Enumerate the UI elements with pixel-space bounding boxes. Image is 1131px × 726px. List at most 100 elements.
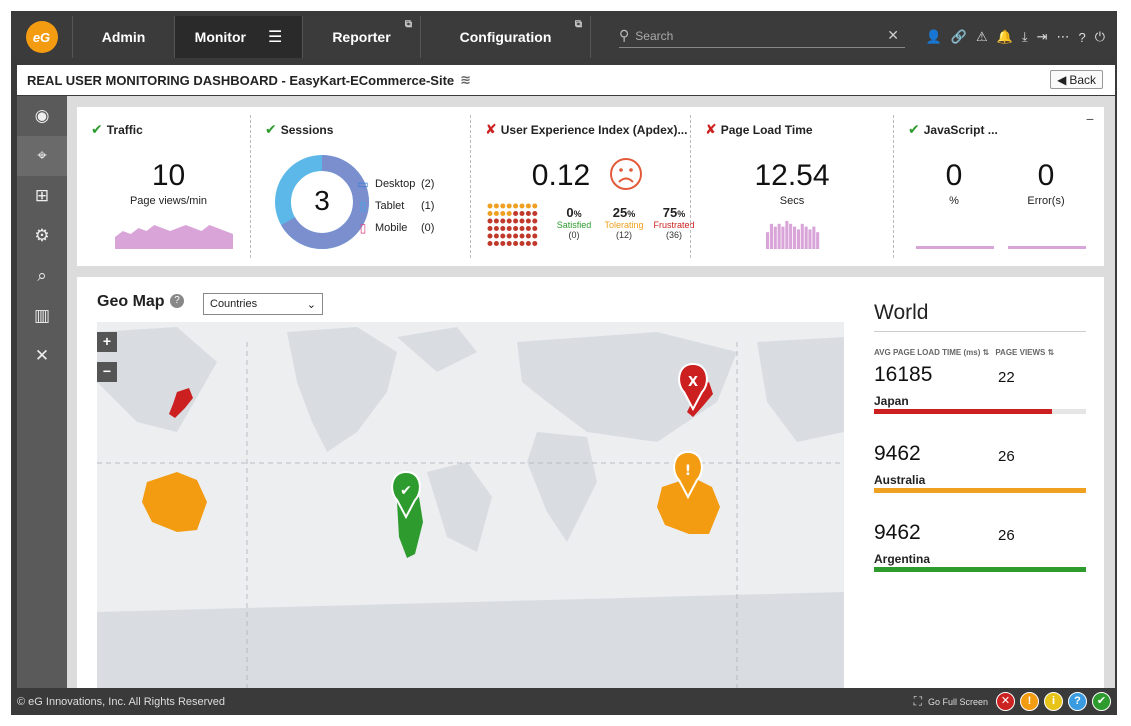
tab-reporter[interactable]: Reporter ⧉ (303, 16, 421, 58)
analytics-search-icon[interactable]: ⌕ (37, 266, 47, 285)
kpi-panel: − ✔ Traffic 10 Page views/min ✔ Sessions 3… (77, 107, 1104, 266)
apdex-dot (500, 211, 506, 216)
apdex-dot (519, 226, 525, 231)
critical-status-icon[interactable]: ✕ (996, 692, 1015, 711)
page-load-bars (766, 221, 820, 249)
kpi-traffic[interactable]: ✔ Traffic 10 Page views/min (77, 107, 250, 266)
logo[interactable]: eG (11, 16, 73, 58)
eg-logo-icon: eG (25, 21, 58, 53)
js-pct-spark (916, 246, 994, 249)
kpi-apdex[interactable]: ✘ User Experience Index (Apdex)... 0.12 0… (471, 107, 695, 266)
geo-title: Geo Map (97, 293, 165, 310)
power-icon[interactable]: ⏻ (1094, 29, 1105, 44)
bell-icon[interactable]: 🔔 (996, 29, 1013, 44)
alert-triangle-icon[interactable]: ⚠ (975, 29, 988, 44)
kpi-title: ✘ Page Load Time (705, 121, 813, 137)
topology-icon[interactable]: ⊞ (34, 186, 50, 205)
dashboard-header: REAL USER MONITORING DASHBOARD - EasyKar… (17, 65, 1115, 95)
more-icon[interactable]: ⋯ (1056, 29, 1070, 44)
close-icon[interactable]: ✕ (34, 346, 50, 365)
page-load-value: 12.54 (754, 159, 830, 192)
check-icon: ✔ (91, 121, 103, 137)
help-icon[interactable]: ? (1078, 29, 1086, 45)
traffic-value: 10 (151, 159, 186, 192)
tab-label: Admin (101, 29, 146, 45)
apdex-dot (493, 241, 499, 246)
load-bar (874, 409, 1086, 414)
apdex-dot (500, 226, 506, 231)
layers-icon[interactable]: ≋ (460, 72, 472, 87)
tab-admin[interactable]: Admin (73, 16, 175, 58)
country-name: Japan (874, 394, 909, 408)
clear-icon[interactable]: ✕ (887, 27, 899, 43)
col-page-views[interactable]: PAGE VIEWS ⇅ (995, 348, 1055, 357)
fullscreen-button[interactable]: ⛶ Go Full Screen (914, 694, 988, 709)
apdex-dot (500, 233, 506, 239)
country-row-australia[interactable]: 9462 26 Australia (874, 442, 1086, 515)
load-bar-fill (874, 567, 1086, 572)
zoom-out-button[interactable]: − (97, 362, 117, 382)
apdex-dot (500, 203, 506, 209)
country-row-argentina[interactable]: 9462 26 Argentina (874, 521, 1086, 594)
region-select[interactable]: Countries ⌄ (203, 293, 323, 315)
apdex-dot (519, 218, 525, 224)
collapse-icon[interactable]: − (1085, 111, 1094, 127)
device-tablet: ▯ Tablet (1) (355, 195, 435, 217)
apdex-dot (525, 211, 531, 216)
japan-marker[interactable]: X (678, 362, 708, 412)
apdex-dot (513, 211, 519, 216)
major-status-icon[interactable]: ! (1020, 692, 1039, 711)
search-input[interactable]: Search (635, 28, 674, 43)
user-icon[interactable]: 👤 (925, 29, 942, 44)
argentina-marker[interactable]: ✔ (391, 470, 421, 520)
load-time: 9462 (874, 521, 921, 544)
eye-icon[interactable]: ◉ (34, 106, 50, 125)
top-nav: eG Admin Monitor ☰ Reporter ⧉ Configuratio… (11, 16, 1115, 58)
menu-icon[interactable]: ☰ (267, 29, 283, 46)
australia-marker[interactable]: ! (673, 450, 703, 500)
js-error-pct: 0 (945, 159, 963, 192)
status-filters: ✕ ! i ? ✔ (996, 692, 1111, 711)
page-load-bar (766, 232, 770, 249)
apdex-dot (506, 226, 512, 231)
kpi-title: ✔ Sessions (265, 121, 334, 137)
apdex-dot (506, 233, 512, 239)
normal-status-icon[interactable]: ✔ (1092, 692, 1111, 711)
tab-label: Reporter (332, 29, 391, 45)
world-summary: World AVG PAGE LOAD TIME (ms) ⇅ PAGE VIE… (874, 301, 1086, 594)
tab-label: Monitor (194, 29, 246, 45)
minor-status-icon[interactable]: i (1044, 692, 1063, 711)
location-pin-icon[interactable]: ⌖ (17, 136, 67, 176)
page-title: REAL USER MONITORING DASHBOARD - EasyKar… (27, 72, 455, 88)
unknown-status-icon[interactable]: ? (1068, 692, 1087, 711)
apdex-dot (513, 241, 519, 246)
col-load-time[interactable]: AVG PAGE LOAD TIME (ms) ⇅ (874, 348, 990, 357)
tab-configuration[interactable]: Configuration ⧉ (421, 16, 591, 58)
back-button[interactable]: ◀ Back (1050, 70, 1103, 89)
kpi-javascript[interactable]: ✔ JavaScript ... 0 % 0 Error(s) (894, 107, 1104, 266)
settings-cog-icon[interactable]: ⚙ (34, 226, 50, 245)
apdex-dot (487, 233, 493, 239)
sign-in-icon[interactable]: ⇥ (1036, 29, 1048, 44)
bar-chart-icon[interactable]: ▥ (33, 306, 51, 325)
kpi-page-load[interactable]: ✘ Page Load Time 12.54 Secs (691, 107, 893, 266)
check-icon: ✔ (908, 121, 920, 137)
search-box[interactable]: ⚲ Search ✕ (619, 24, 905, 48)
load-time: 16185 (874, 363, 933, 386)
download-icon[interactable]: ⤓ (1021, 29, 1028, 44)
help-icon[interactable]: ? (170, 294, 184, 308)
load-bar-fill (874, 409, 1053, 414)
external-link-icon: ⧉ (404, 19, 412, 30)
link-icon[interactable]: 🔗 (950, 29, 967, 44)
zoom-in-button[interactable]: + (97, 332, 117, 352)
js-count-spark (1008, 246, 1086, 249)
country-row-japan[interactable]: 16185 22 Japan (874, 363, 1086, 436)
kpi-sessions[interactable]: ✔ Sessions 3 ▭ Desktop (2) ▯ Tablet (1) ▯ Mobi… (251, 107, 470, 266)
apdex-dot-grid (487, 203, 538, 246)
kpi-title: ✔ JavaScript ... (908, 121, 998, 137)
traffic-unit: Page views/min (129, 195, 208, 207)
page-load-bar (793, 226, 797, 249)
tab-monitor[interactable]: Monitor ☰ (175, 16, 303, 58)
world-map[interactable]: ✔ X ! + − (97, 322, 844, 688)
kpi-title: ✘ User Experience Index (Apdex)... (485, 121, 688, 137)
